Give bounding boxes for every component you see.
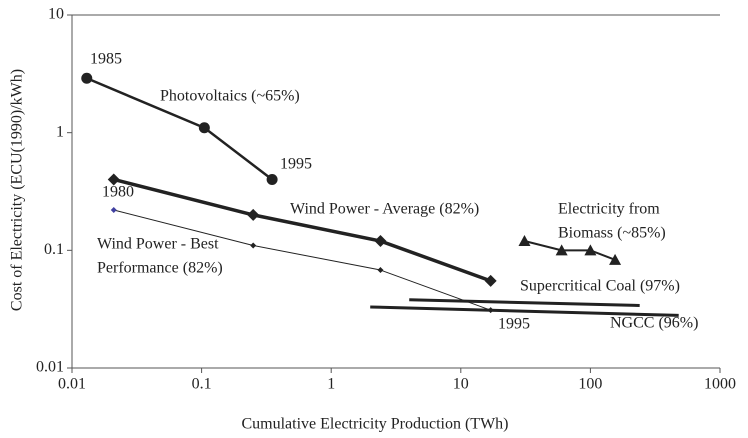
x-tick-label: 0.01	[58, 376, 86, 393]
series-label: Supercritical Coal (97%)	[520, 278, 680, 295]
point	[518, 235, 531, 247]
series-label: Electricity from	[558, 201, 660, 218]
series-label: Wind Power - Average (82%)	[290, 201, 479, 218]
point	[250, 242, 257, 249]
point	[555, 244, 568, 256]
x-axis-title: Cumulative Electricity Production (TWh)	[241, 416, 508, 433]
series-label: Wind Power - Best	[97, 236, 219, 253]
point	[247, 208, 260, 221]
x-tick-label: 100	[578, 376, 602, 393]
series-label: Photovoltaics (~65%)	[160, 88, 300, 105]
point	[584, 244, 597, 256]
y-tick-label: 0.1	[44, 241, 64, 258]
point	[484, 274, 497, 287]
series-line	[113, 177, 492, 283]
point	[377, 267, 384, 274]
point	[110, 207, 117, 214]
series-line	[409, 298, 640, 307]
x-tick-label: 0.1	[192, 376, 212, 393]
y-axis-title: Cost of Electricity (ECU(1990)/kWh)	[9, 69, 26, 311]
series-line	[524, 240, 616, 261]
point	[81, 72, 93, 84]
series-label: NGCC (96%)	[610, 315, 698, 332]
point	[374, 235, 387, 248]
series-label: Biomass (~85%)	[558, 225, 666, 242]
point	[198, 122, 210, 134]
point	[609, 253, 622, 265]
point	[266, 173, 278, 185]
y-tick-label: 10	[48, 6, 64, 23]
point	[107, 173, 120, 186]
annotation: 1995	[280, 156, 312, 173]
series-line	[113, 209, 491, 311]
y-tick-label: 1	[56, 123, 64, 140]
x-tick-label: 1	[327, 376, 335, 393]
annotation: 1985	[90, 51, 122, 68]
x-tick-label: 1000	[704, 376, 736, 393]
x-tick-label: 10	[453, 376, 469, 393]
series-label: Performance (82%)	[97, 260, 223, 277]
y-tick-label: 0.01	[36, 359, 64, 376]
series-line	[370, 305, 679, 317]
annotation: 1980	[102, 184, 134, 201]
annotation: 1995	[498, 316, 530, 333]
